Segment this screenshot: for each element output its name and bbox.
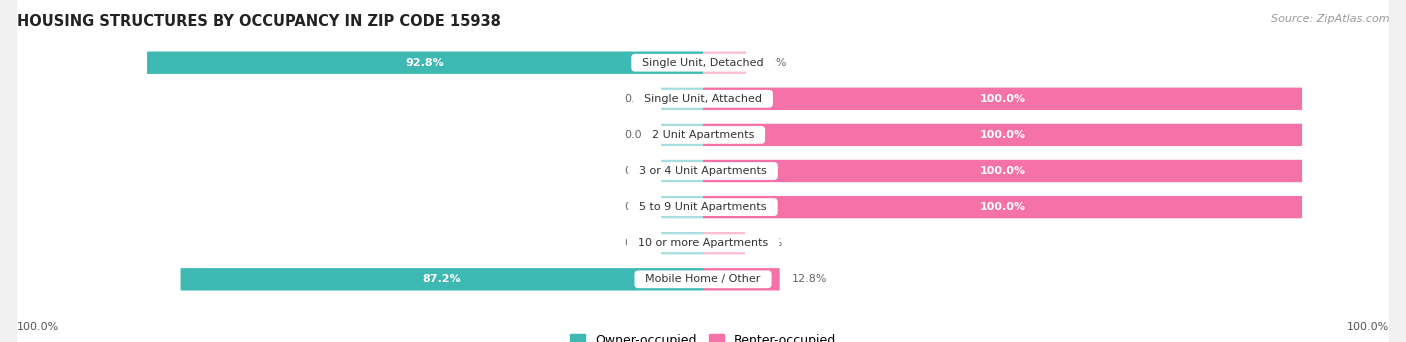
FancyBboxPatch shape — [17, 0, 1389, 167]
FancyBboxPatch shape — [180, 268, 703, 290]
FancyBboxPatch shape — [661, 196, 703, 218]
FancyBboxPatch shape — [703, 160, 1302, 182]
Text: 3 or 4 Unit Apartments: 3 or 4 Unit Apartments — [633, 166, 773, 176]
FancyBboxPatch shape — [17, 31, 1389, 239]
Text: 7.2%: 7.2% — [758, 58, 786, 68]
Text: 87.2%: 87.2% — [422, 274, 461, 284]
Text: 100.0%: 100.0% — [1347, 322, 1389, 332]
Text: 100.0%: 100.0% — [980, 130, 1025, 140]
FancyBboxPatch shape — [661, 88, 703, 110]
FancyBboxPatch shape — [17, 175, 1389, 342]
Text: 100.0%: 100.0% — [980, 94, 1025, 104]
FancyBboxPatch shape — [661, 124, 703, 146]
Text: HOUSING STRUCTURES BY OCCUPANCY IN ZIP CODE 15938: HOUSING STRUCTURES BY OCCUPANCY IN ZIP C… — [17, 14, 501, 29]
FancyBboxPatch shape — [17, 0, 1389, 203]
Text: 92.8%: 92.8% — [406, 58, 444, 68]
FancyBboxPatch shape — [148, 52, 703, 74]
FancyBboxPatch shape — [703, 232, 745, 254]
Text: Single Unit, Detached: Single Unit, Detached — [636, 58, 770, 68]
Text: 0.0%: 0.0% — [624, 166, 652, 176]
Text: 10 or more Apartments: 10 or more Apartments — [631, 238, 775, 248]
FancyBboxPatch shape — [703, 88, 1302, 110]
FancyBboxPatch shape — [703, 268, 780, 290]
Text: 100.0%: 100.0% — [980, 166, 1025, 176]
Text: 2 Unit Apartments: 2 Unit Apartments — [645, 130, 761, 140]
Text: 0.0%: 0.0% — [624, 130, 652, 140]
FancyBboxPatch shape — [703, 52, 747, 74]
FancyBboxPatch shape — [17, 139, 1389, 342]
Text: 0.0%: 0.0% — [624, 238, 652, 248]
Text: Single Unit, Attached: Single Unit, Attached — [637, 94, 769, 104]
Text: 0.0%: 0.0% — [624, 94, 652, 104]
Text: 100.0%: 100.0% — [980, 202, 1025, 212]
FancyBboxPatch shape — [17, 67, 1389, 275]
FancyBboxPatch shape — [661, 160, 703, 182]
Legend: Owner-occupied, Renter-occupied: Owner-occupied, Renter-occupied — [565, 329, 841, 342]
Text: 0.0%: 0.0% — [754, 238, 782, 248]
FancyBboxPatch shape — [661, 232, 703, 254]
Text: 100.0%: 100.0% — [17, 322, 59, 332]
Text: 12.8%: 12.8% — [792, 274, 827, 284]
Text: Source: ZipAtlas.com: Source: ZipAtlas.com — [1271, 14, 1389, 24]
Text: 5 to 9 Unit Apartments: 5 to 9 Unit Apartments — [633, 202, 773, 212]
FancyBboxPatch shape — [703, 124, 1302, 146]
FancyBboxPatch shape — [17, 103, 1389, 311]
Text: 0.0%: 0.0% — [624, 202, 652, 212]
FancyBboxPatch shape — [703, 196, 1302, 218]
Text: Mobile Home / Other: Mobile Home / Other — [638, 274, 768, 284]
